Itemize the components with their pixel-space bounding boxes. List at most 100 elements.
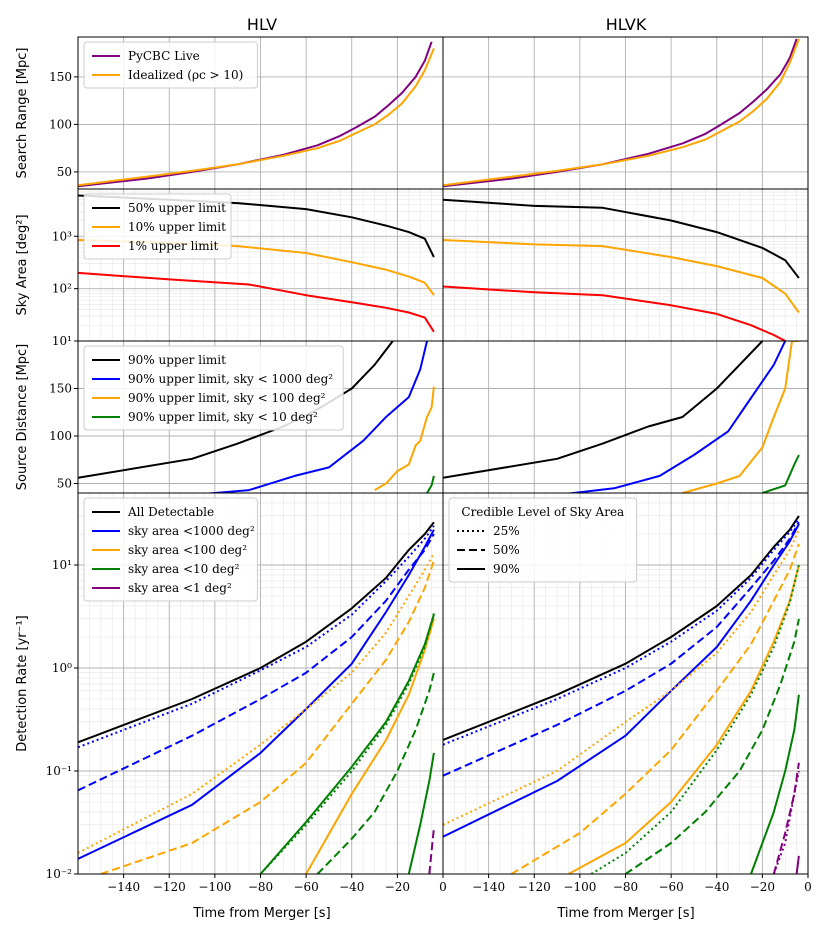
- series-line: [78, 552, 435, 854]
- series-line: [428, 827, 435, 874]
- series-line: [78, 525, 435, 749]
- legend-label: 90% upper limit, sky < 100 deg²: [128, 391, 326, 405]
- legend-label: 50% upper limit: [128, 201, 226, 215]
- legend-label: 25%: [493, 524, 520, 538]
- y-tick-label: 50: [57, 165, 72, 179]
- y-tick-label: 10⁻¹: [46, 764, 72, 778]
- legend-box: [83, 345, 344, 431]
- column-title-hlvk: HLVK: [606, 15, 647, 34]
- panel-sky-area-hlvk: [442, 188, 809, 342]
- x-tick-label: −20: [750, 880, 775, 894]
- series-line: [305, 618, 435, 874]
- series-line: [443, 515, 800, 741]
- legend: 90% upper limit 90% upper limit, sky < 10…: [83, 345, 344, 431]
- legend-label: 90% upper limit, sky < 1000 deg²: [128, 372, 333, 386]
- series-line: [750, 694, 800, 874]
- x-tick-label: 0: [439, 880, 447, 894]
- series-line: [443, 239, 800, 314]
- legend-label: 90% upper limit, sky < 10 deg²: [128, 410, 318, 424]
- legend: PyCBC Live Idealized (ρc > 10): [83, 41, 258, 89]
- series-line: [772, 770, 800, 874]
- y-axis-label: Sky Area [deg²]: [15, 214, 30, 315]
- x-tick-label: −80: [613, 880, 638, 894]
- series-line: [795, 855, 800, 874]
- series-line: [443, 523, 800, 838]
- panel-sky-area-hlv: 10¹ 10² 10³ 50% upper limit 10% upper limit 1…: [52, 188, 444, 348]
- panel-detection-rate-hlv: 10⁻² 10⁻¹ 10⁰ 10¹ −140 −120 −100 −80 −60 −40 −20 0 A…: [46, 492, 447, 894]
- series-line: [100, 560, 435, 874]
- x-tick-label: −120: [153, 880, 186, 894]
- y-tick-label: 150: [49, 70, 72, 84]
- series-line: [568, 564, 800, 874]
- series-line: [407, 752, 435, 874]
- series-group: [443, 341, 800, 493]
- series-line: [443, 38, 800, 187]
- series-line: [78, 521, 435, 744]
- legend: 50% upper limit 10% upper limit 1% upper l…: [83, 193, 232, 260]
- y-axis-label: Source Distance [Mpc]: [15, 344, 30, 491]
- series-line: [78, 529, 435, 860]
- legend: All Detectable sky area <1000 deg² sky are…: [83, 497, 258, 602]
- legend-box: [83, 41, 258, 89]
- plot-layer: 50 100 150 PyCBC Live Idealized (ρc > 10) Sea…: [15, 36, 812, 894]
- series-line: [624, 618, 800, 874]
- legend-label: 50%: [493, 543, 520, 557]
- y-tick-label: 50: [57, 477, 72, 491]
- series-line: [374, 386, 435, 491]
- series-line: [443, 341, 764, 479]
- legend-label: Idealized (ρc > 10): [128, 68, 243, 82]
- series-line: [510, 543, 800, 874]
- series-line: [443, 285, 788, 341]
- x-tick-label: −100: [563, 880, 596, 894]
- series-line: [443, 529, 800, 826]
- legend-label: PyCBC Live: [128, 49, 200, 63]
- y-tick-label: 10²: [52, 282, 72, 296]
- legend-label: sky area <10 deg²: [128, 562, 240, 576]
- series-line: [78, 271, 435, 333]
- y-tick-label: 10⁻²: [46, 867, 73, 881]
- series-line: [443, 518, 800, 746]
- series-line: [772, 762, 800, 874]
- series-line: [762, 454, 800, 493]
- legend: Credible Level of Sky Area 25% 50% 90%: [448, 497, 638, 583]
- legend-label: sky area <1 deg²: [128, 581, 232, 595]
- series-line: [443, 521, 800, 777]
- series-group: [443, 515, 800, 874]
- legend-label: 90% upper limit: [128, 353, 226, 367]
- x-tick-label: −60: [658, 880, 683, 894]
- y-axis-label: Search Range [Mpc]: [15, 48, 30, 179]
- y-tick-label: 150: [49, 382, 72, 396]
- legend-box: [448, 497, 638, 583]
- series-group: [443, 38, 800, 188]
- series-group: [78, 41, 435, 188]
- x-tick-label: 0: [804, 880, 812, 894]
- x-tick-label: −120: [518, 880, 551, 894]
- x-tick-label: −100: [198, 880, 231, 894]
- series-line: [443, 38, 798, 188]
- series-group: [78, 521, 435, 874]
- y-tick-label: 10¹: [52, 334, 72, 348]
- series-line: [426, 475, 435, 493]
- series-group: [443, 198, 800, 341]
- legend-box: [83, 497, 258, 602]
- y-tick-label: 10⁰: [52, 661, 72, 675]
- legend-label: 90%: [493, 562, 520, 576]
- y-tick-label: 10³: [52, 229, 72, 243]
- x-tick-label: −140: [472, 880, 505, 894]
- panel-source-distance-hlvk: [442, 340, 809, 494]
- series-line: [202, 341, 428, 493]
- legend-label: sky area <100 deg²: [128, 543, 247, 557]
- series-line: [564, 341, 787, 493]
- legend-label: sky area <1000 deg²: [128, 524, 255, 538]
- series-line: [259, 614, 435, 874]
- x-axis-label-hlv: Time from Merger [s]: [192, 906, 330, 921]
- x-tick-label: −40: [339, 880, 364, 894]
- legend-label: All Detectable: [127, 505, 214, 519]
- legend-label: 10% upper limit: [128, 220, 226, 234]
- y-tick-label: 100: [49, 429, 72, 443]
- series-line: [590, 564, 800, 874]
- panel-search-range-hlvk: [442, 36, 809, 190]
- series-line: [682, 341, 799, 493]
- legend-title: Credible Level of Sky Area: [461, 505, 624, 519]
